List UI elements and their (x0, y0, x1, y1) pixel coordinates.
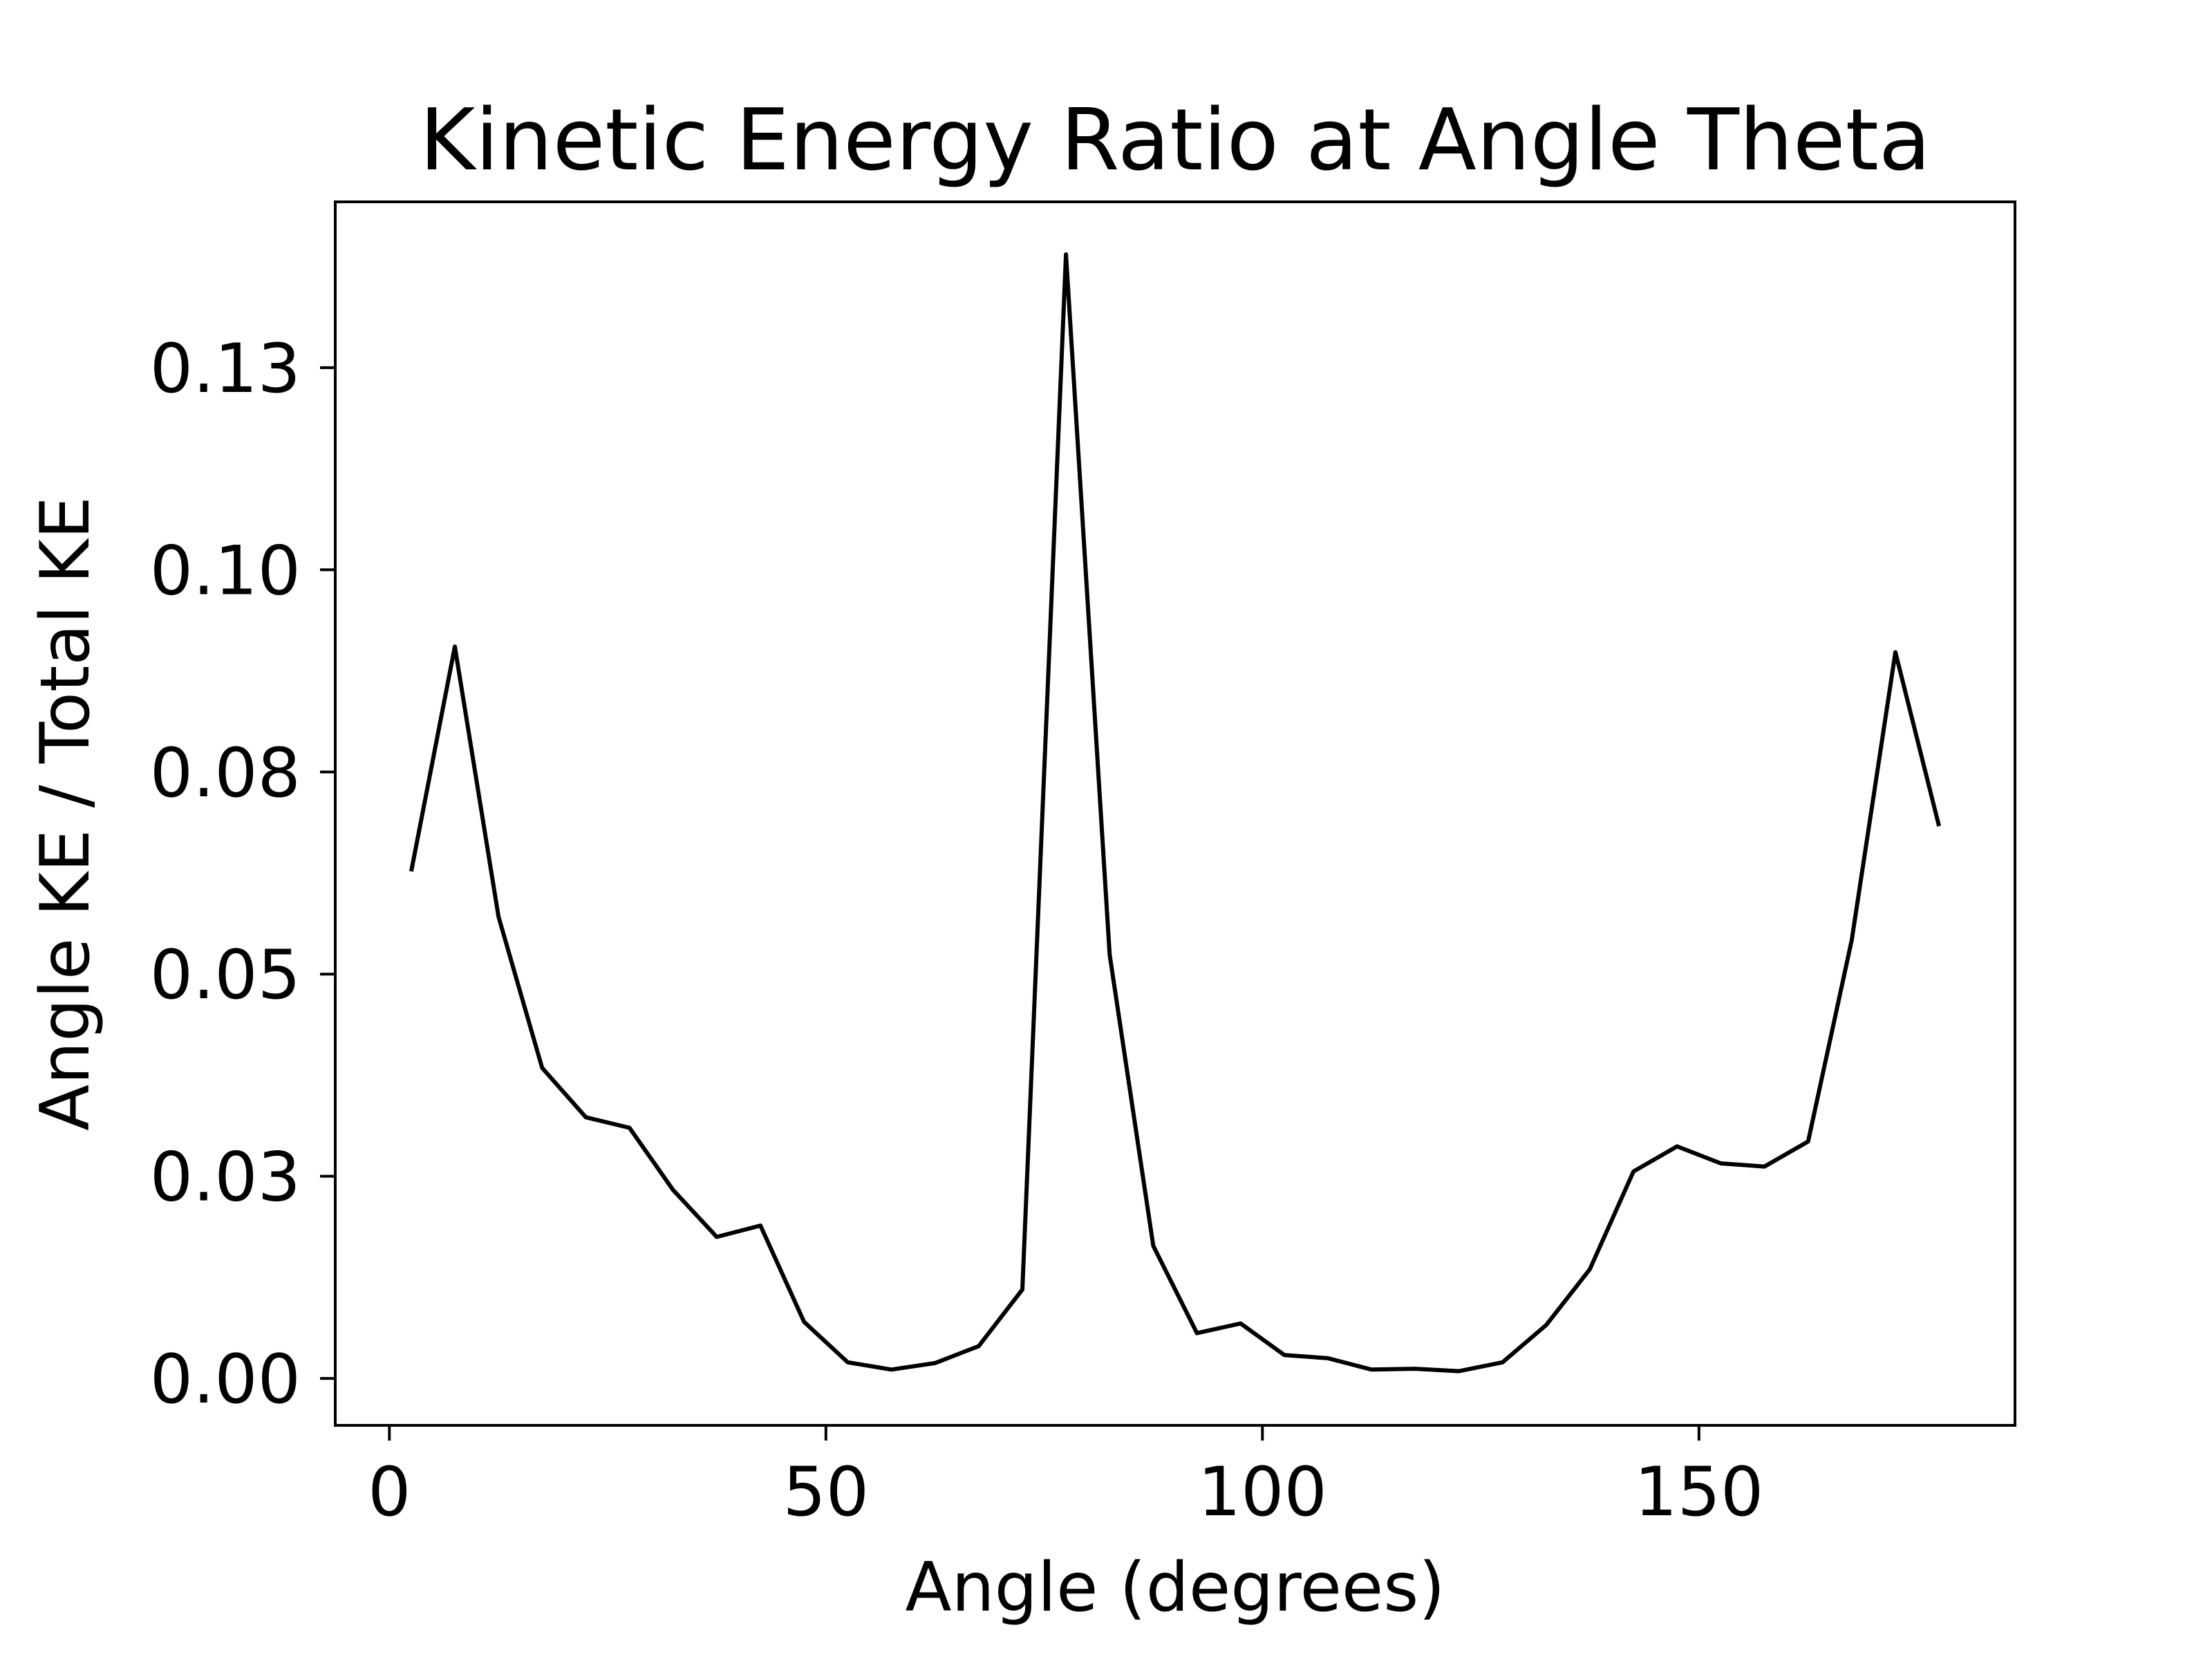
x-tick-label: 50 (782, 1453, 869, 1532)
x-axis: 0 50 100 150 (368, 1425, 1763, 1532)
chart-title: Kinetic Energy Ratio at Angle Theta (420, 91, 1931, 190)
y-axis-label: Angle KE / Total KE (26, 496, 105, 1131)
y-tick-label: 0.05 (150, 936, 301, 1015)
y-tick-label: 0.08 (150, 734, 301, 813)
y-tick-label: 0.03 (150, 1138, 301, 1217)
x-tick-label: 100 (1198, 1453, 1327, 1532)
y-tick-label: 0.00 (150, 1340, 301, 1419)
y-tick-label: 0.13 (150, 330, 301, 409)
x-tick-label: 0 (368, 1453, 411, 1532)
plot-area (334, 200, 2016, 1427)
x-tick-label: 150 (1634, 1453, 1763, 1532)
x-axis-label: Angle (degrees) (906, 1548, 1445, 1627)
y-axis: 0.00 0.03 0.05 0.08 0.10 0.13 (150, 330, 335, 1419)
ke-ratio-series-line (409, 252, 1942, 1374)
y-tick-label: 0.10 (150, 532, 301, 610)
